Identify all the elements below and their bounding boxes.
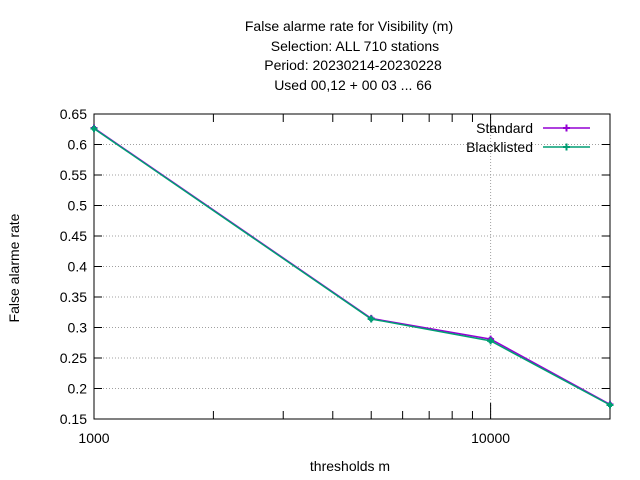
series-line-blacklisted [93,127,611,406]
y-tick-label: 0.6 [68,137,88,153]
y-tick-label: 0.2 [68,381,88,397]
title-line: False alarme rate for Visibility (m) [245,18,453,34]
y-tick-label: 0.4 [68,259,88,275]
legend-label: Standard [476,120,533,136]
x-tick-label: 1000 [78,430,109,446]
grid [94,114,610,419]
data-point-marker [608,402,612,407]
y-tick-label: 0.65 [60,106,87,122]
legend-swatch-marker [563,143,570,151]
y-tick-label: 0.5 [68,198,88,214]
chart-title: False alarme rate for Visibility (m) Sel… [245,18,453,93]
y-tick-label: 0.3 [68,320,88,336]
data-point-marker [369,316,374,321]
legend: Standard Blacklisted [466,120,590,155]
title-line: Used 00,12 + 00 03 ... 66 [274,77,432,93]
y-tick-label: 0.55 [60,167,87,183]
y-tick-label: 0.25 [60,350,87,366]
y-tick-label: 0.45 [60,228,87,244]
y-tick-label: 0.35 [60,289,87,305]
title-line: Selection: ALL 710 stations [271,38,439,54]
series-lines [90,124,614,409]
title-line: Period: 20230214-20230228 [264,57,442,73]
x-tick-label: 10000 [471,430,510,446]
y-tick-label: 0.15 [60,411,87,427]
data-point-marker [92,126,96,131]
data-point-marker [488,338,493,343]
legend-swatch-marker [563,124,570,132]
y-axis-label: False alarme rate [6,213,22,322]
legend-label: Blacklisted [466,139,533,155]
x-axis-label: thresholds m [310,458,390,474]
axis-ticks: 0.15 0.2 0.25 0.3 0.35 0.4 0.45 0.5 0.55 0.6 0.65 1… [60,106,610,446]
